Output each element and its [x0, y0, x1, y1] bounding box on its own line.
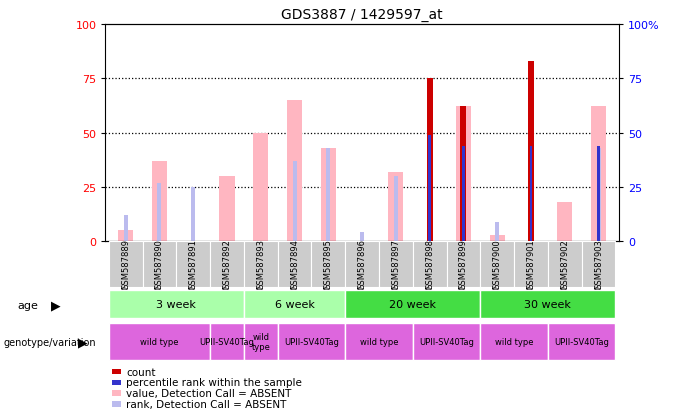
Bar: [321, 148, 336, 242]
Text: rank, Detection Call = ABSENT: rank, Detection Call = ABSENT: [126, 399, 287, 409]
Bar: [591, 107, 606, 242]
Text: GSM587891: GSM587891: [189, 239, 198, 290]
Text: wild type: wild type: [495, 337, 533, 346]
Bar: [548, 323, 615, 360]
Bar: [394, 177, 398, 242]
Bar: [176, 242, 210, 287]
Bar: [460, 107, 466, 242]
Text: GSM587901: GSM587901: [526, 239, 535, 290]
Bar: [157, 183, 161, 242]
Text: value, Detection Call = ABSENT: value, Detection Call = ABSENT: [126, 388, 292, 398]
Text: UPII-SV40Tag: UPII-SV40Tag: [284, 337, 339, 346]
Bar: [597, 146, 600, 242]
Bar: [428, 135, 431, 242]
Bar: [345, 323, 413, 360]
Text: 3 week: 3 week: [156, 299, 197, 310]
Text: UPII-SV40Tag: UPII-SV40Tag: [419, 337, 474, 346]
Bar: [244, 291, 345, 318]
Text: 6 week: 6 week: [275, 299, 314, 310]
Bar: [548, 242, 581, 287]
Title: GDS3887 / 1429597_at: GDS3887 / 1429597_at: [282, 8, 443, 22]
Text: age: age: [17, 300, 38, 310]
Text: genotype/variation: genotype/variation: [3, 337, 96, 347]
Bar: [514, 242, 548, 287]
Text: GSM587890: GSM587890: [155, 239, 164, 290]
Bar: [345, 291, 480, 318]
Bar: [345, 242, 379, 287]
Bar: [490, 235, 505, 242]
Text: percentile rank within the sample: percentile rank within the sample: [126, 377, 303, 387]
Bar: [287, 101, 302, 242]
Bar: [528, 62, 534, 242]
Bar: [480, 242, 514, 287]
Bar: [152, 161, 167, 242]
Text: GSM587892: GSM587892: [222, 239, 231, 290]
Bar: [426, 79, 432, 242]
Text: GSM587894: GSM587894: [290, 239, 299, 290]
Text: 20 week: 20 week: [389, 299, 437, 310]
Text: ▶: ▶: [78, 335, 88, 349]
Bar: [311, 242, 345, 287]
Bar: [244, 323, 277, 360]
Text: wild type: wild type: [360, 337, 398, 346]
Bar: [220, 177, 235, 242]
Bar: [109, 242, 143, 287]
Text: wild
type: wild type: [252, 332, 270, 351]
Bar: [413, 242, 447, 287]
Text: GSM587900: GSM587900: [493, 239, 502, 290]
Bar: [480, 291, 615, 318]
Bar: [210, 323, 244, 360]
Text: 30 week: 30 week: [524, 299, 571, 310]
Bar: [277, 323, 345, 360]
Bar: [109, 291, 244, 318]
Bar: [557, 203, 573, 242]
Bar: [124, 216, 128, 242]
Bar: [244, 242, 277, 287]
Text: GSM587899: GSM587899: [459, 239, 468, 290]
Bar: [379, 242, 413, 287]
Text: UPII-SV40Tag: UPII-SV40Tag: [199, 337, 254, 346]
Bar: [495, 222, 499, 242]
Bar: [277, 242, 311, 287]
Bar: [360, 233, 364, 242]
Bar: [596, 148, 600, 242]
Text: count: count: [126, 367, 156, 377]
Bar: [118, 231, 133, 242]
Text: GSM587895: GSM587895: [324, 239, 333, 290]
Bar: [210, 242, 244, 287]
Bar: [581, 242, 615, 287]
Bar: [143, 242, 176, 287]
Bar: [388, 172, 403, 242]
Text: GSM587893: GSM587893: [256, 239, 265, 290]
Bar: [292, 161, 296, 242]
Bar: [191, 188, 195, 242]
Bar: [447, 242, 480, 287]
Text: GSM587889: GSM587889: [121, 239, 130, 290]
Bar: [253, 133, 269, 242]
Text: GSM587898: GSM587898: [425, 239, 434, 290]
Bar: [456, 107, 471, 242]
Text: GSM587903: GSM587903: [594, 239, 603, 290]
Bar: [480, 323, 548, 360]
Text: wild type: wild type: [140, 337, 179, 346]
Bar: [109, 323, 210, 360]
Text: UPII-SV40Tag: UPII-SV40Tag: [554, 337, 609, 346]
Bar: [462, 146, 465, 242]
Bar: [530, 146, 532, 242]
Bar: [326, 148, 330, 242]
Text: GSM587902: GSM587902: [560, 239, 569, 290]
Bar: [413, 323, 480, 360]
Text: GSM587897: GSM587897: [392, 239, 401, 290]
Text: GSM587896: GSM587896: [358, 239, 367, 290]
Text: ▶: ▶: [51, 298, 61, 311]
